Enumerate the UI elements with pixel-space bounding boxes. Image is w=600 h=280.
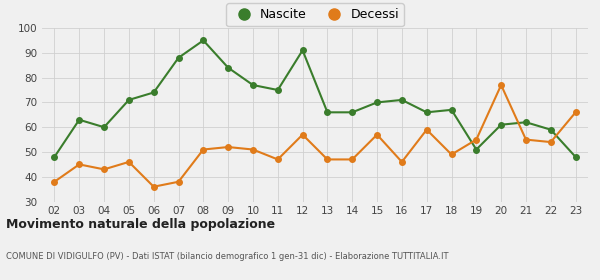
Nascite <box>250 83 257 87</box>
Nascite <box>523 121 530 124</box>
Text: COMUNE DI VIDIGULFO (PV) - Dati ISTAT (bilancio demografico 1 gen-31 dic) - Elab: COMUNE DI VIDIGULFO (PV) - Dati ISTAT (b… <box>6 252 449 261</box>
Nascite <box>200 39 207 42</box>
Nascite <box>473 148 480 151</box>
Nascite <box>324 111 331 114</box>
Decessi <box>175 180 182 183</box>
Nascite <box>100 125 107 129</box>
Nascite <box>349 111 356 114</box>
Nascite <box>51 155 58 159</box>
Decessi <box>224 145 232 149</box>
Decessi <box>324 158 331 161</box>
Legend: Nascite, Decessi: Nascite, Decessi <box>226 3 404 26</box>
Text: Movimento naturale della popolazione: Movimento naturale della popolazione <box>6 218 275 231</box>
Nascite <box>274 88 281 92</box>
Decessi <box>523 138 530 141</box>
Decessi <box>100 168 107 171</box>
Nascite <box>398 98 406 102</box>
Decessi <box>423 128 430 131</box>
Decessi <box>200 148 207 151</box>
Nascite <box>423 111 430 114</box>
Decessi <box>547 140 554 144</box>
Line: Nascite: Nascite <box>52 38 578 160</box>
Decessi <box>398 160 406 164</box>
Decessi <box>448 153 455 156</box>
Decessi <box>76 163 83 166</box>
Decessi <box>373 133 380 136</box>
Decessi <box>299 133 306 136</box>
Nascite <box>497 123 505 126</box>
Decessi <box>250 148 257 151</box>
Line: Decessi: Decessi <box>52 82 578 190</box>
Decessi <box>349 158 356 161</box>
Nascite <box>76 118 83 122</box>
Nascite <box>299 49 306 52</box>
Nascite <box>175 56 182 59</box>
Nascite <box>125 98 133 102</box>
Nascite <box>224 66 232 69</box>
Decessi <box>51 180 58 183</box>
Decessi <box>125 160 133 164</box>
Nascite <box>150 91 157 94</box>
Decessi <box>473 138 480 141</box>
Decessi <box>497 83 505 87</box>
Nascite <box>572 155 579 159</box>
Nascite <box>547 128 554 131</box>
Decessi <box>572 111 579 114</box>
Decessi <box>150 185 157 188</box>
Nascite <box>448 108 455 111</box>
Nascite <box>373 101 380 104</box>
Decessi <box>274 158 281 161</box>
